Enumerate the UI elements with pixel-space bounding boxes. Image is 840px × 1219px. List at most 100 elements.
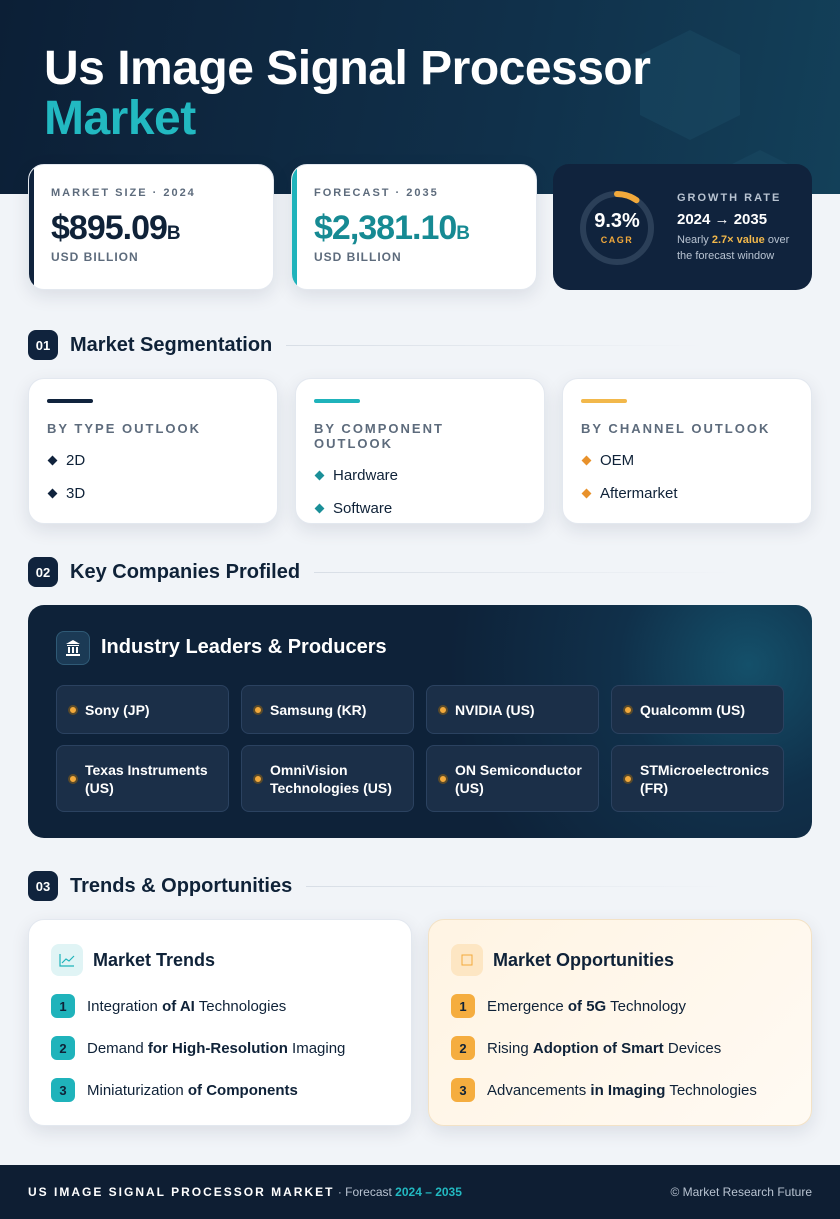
company-chip: Sony (JP) — [56, 685, 229, 734]
footer-forecast: · Forecast — [337, 1185, 392, 1199]
item-text: OEM — [600, 452, 635, 469]
text: Integration — [87, 997, 158, 1015]
text: Advancements — [487, 1081, 587, 1099]
stat-caption: USD BILLION — [314, 250, 402, 264]
list-item: 3 Miniaturization of Components — [51, 1078, 389, 1102]
growth-label: GROWTH RATE — [677, 192, 782, 204]
company-chip: OmniVision Technologies (US) — [241, 745, 414, 812]
stat-card: FORECAST · 2035 $2,381.10B USD BILLION — [291, 164, 537, 290]
opportunities-card: Market Opportunities 1 Emergence of 5G Te… — [428, 919, 812, 1126]
company-name: NVIDIA (US) — [455, 701, 535, 718]
value: $895.09 — [51, 209, 168, 247]
companies-title: Industry Leaders & Producers — [101, 636, 387, 658]
growth-note: Nearly 2.7× value over the forecast wind… — [677, 232, 802, 264]
dot — [438, 773, 448, 784]
divider — [306, 885, 727, 887]
divider — [314, 571, 735, 573]
item-text: Aftermarket — [600, 485, 678, 502]
accent — [314, 399, 360, 403]
cagr-caption: CAGR — [600, 235, 634, 245]
dot — [623, 704, 633, 715]
emphasis: for High-Resolution — [147, 1039, 288, 1057]
item-number: 2 — [451, 1036, 475, 1060]
icon — [66, 640, 80, 656]
section-title: Trends & Opportunities — [70, 874, 293, 897]
cagr-ring — [580, 191, 654, 265]
text: Emergence — [487, 997, 564, 1015]
header-band: Us Image Signal Processor Market — [0, 0, 840, 194]
company-chip: STMicroelectronics (FR) — [611, 745, 784, 812]
dot — [438, 704, 448, 715]
footer-title: US IMAGE SIGNAL PROCESSOR MARKET — [28, 1185, 335, 1199]
segment-title: BY TYPE OUTLOOK — [47, 421, 201, 436]
stat-value: $2,381.10B — [314, 209, 536, 248]
text: Devices — [667, 1039, 722, 1057]
segment-item: Aftermarket — [581, 485, 793, 502]
text: Technology — [610, 997, 687, 1015]
company-name: ON Semiconductor (US) — [455, 761, 582, 796]
section-title: Market Segmentation — [70, 333, 273, 356]
emphasis: of 5G — [567, 997, 607, 1015]
icon — [59, 954, 75, 967]
stat-card: MARKET SIZE · 2024 $895.09B USD BILLION — [28, 164, 274, 290]
segment-card: BY TYPE OUTLOOK 2D 3D — [28, 378, 278, 524]
dot — [253, 773, 263, 784]
note: Nearly — [677, 234, 709, 246]
note: over the forecast window — [677, 234, 790, 262]
segment-item: 3D — [47, 485, 259, 502]
footer: US IMAGE SIGNAL PROCESSOR MARKET · Forec… — [0, 1165, 840, 1219]
company-name: Qualcomm (US) — [640, 701, 746, 718]
accent — [292, 165, 297, 289]
icon — [461, 954, 473, 966]
company-name: Sony (JP) — [85, 701, 150, 718]
bullet — [581, 488, 592, 499]
stat-label: FORECAST · 2035 — [314, 187, 439, 199]
emphasis: of AI — [162, 997, 195, 1015]
footer-credit: © Market Research Future — [670, 1185, 812, 1199]
bullet — [47, 488, 58, 499]
item-text: Software — [333, 500, 393, 517]
emphasis: in Imaging — [590, 1081, 666, 1099]
text: Demand — [87, 1039, 144, 1057]
list-item: 1 Emergence of 5G Technology — [451, 994, 789, 1018]
company-chip: Texas Instruments (US) — [56, 745, 229, 812]
opportunity-icon — [451, 944, 483, 976]
opportunities-header: Market Opportunities — [451, 944, 789, 976]
section-number: 02 — [28, 557, 58, 587]
item-text: Rising Adoption of Smart Devices — [487, 1040, 721, 1057]
section-heading: 02 Key Companies Profiled — [28, 557, 735, 587]
accent — [29, 165, 34, 289]
segment-title: BY CHANNEL OUTLOOK — [581, 421, 771, 436]
trends-card: Market Trends 1 Integration of AI Technol… — [28, 919, 412, 1126]
divider — [286, 344, 707, 346]
company-name: STMicroelectronics (FR) — [640, 761, 770, 796]
footer-period: 2024 – 2035 — [395, 1185, 462, 1199]
company-chip: Qualcomm (US) — [611, 685, 784, 734]
trend-icon — [51, 944, 83, 976]
text: Imaging — [292, 1039, 346, 1057]
dot — [623, 773, 633, 784]
trends-header: Market Trends — [51, 944, 389, 976]
unit: B — [166, 223, 181, 244]
item-text: 3D — [66, 485, 86, 502]
bullet — [314, 503, 325, 514]
section-title: Key Companies Profiled — [70, 560, 301, 583]
list-item: 2 Demand for High-Resolution Imaging — [51, 1036, 389, 1060]
note-highlight: 2.7× value — [711, 234, 765, 246]
dot — [68, 773, 78, 784]
item-text: 2D — [66, 452, 86, 469]
title-text: Us Image Signal Processor — [44, 42, 651, 95]
opportunities-title: Market Opportunities — [493, 949, 675, 970]
text: Technologies — [669, 1081, 757, 1099]
item-number: 2 — [51, 1036, 75, 1060]
section-heading: 03 Trends & Opportunities — [28, 871, 727, 901]
growth-card: 9.3% CAGR GROWTH RATE 2024 → 2035 Nearly… — [553, 164, 812, 290]
stat-value: $895.09B — [51, 209, 273, 248]
accent — [47, 399, 93, 403]
text: Technologies — [198, 997, 287, 1015]
list-item: 1 Integration of AI Technologies — [51, 994, 389, 1018]
unit: B — [456, 223, 470, 244]
cagr-value: 9.3% — [594, 210, 640, 232]
item-text: Integration of AI Technologies — [87, 998, 286, 1015]
